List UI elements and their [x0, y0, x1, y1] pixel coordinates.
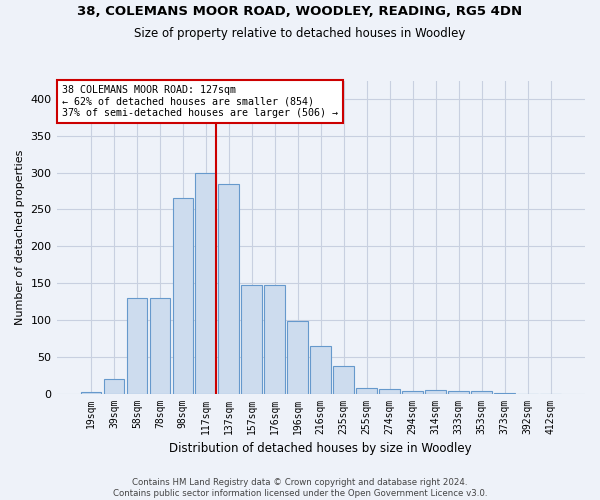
Bar	[287, 322, 308, 394]
Y-axis label: Number of detached properties: Number of detached properties	[15, 150, 25, 324]
Bar	[196, 172, 216, 394]
Bar	[310, 346, 331, 394]
Bar	[149, 298, 170, 394]
Text: Contains HM Land Registry data © Crown copyright and database right 2024.
Contai: Contains HM Land Registry data © Crown c…	[113, 478, 487, 498]
Bar	[80, 392, 101, 394]
Text: 38, COLEMANS MOOR ROAD, WOODLEY, READING, RG5 4DN: 38, COLEMANS MOOR ROAD, WOODLEY, READING…	[77, 5, 523, 18]
Text: Size of property relative to detached houses in Woodley: Size of property relative to detached ho…	[134, 28, 466, 40]
Bar	[334, 366, 354, 394]
Bar	[173, 198, 193, 394]
Bar	[104, 379, 124, 394]
Bar	[472, 392, 492, 394]
X-axis label: Distribution of detached houses by size in Woodley: Distribution of detached houses by size …	[169, 442, 472, 455]
Bar	[265, 286, 285, 394]
Bar	[379, 389, 400, 394]
Bar	[425, 390, 446, 394]
Bar	[448, 390, 469, 394]
Bar	[241, 286, 262, 394]
Bar	[127, 298, 147, 394]
Bar	[403, 390, 423, 394]
Bar	[218, 184, 239, 394]
Bar	[356, 388, 377, 394]
Text: 38 COLEMANS MOOR ROAD: 127sqm
← 62% of detached houses are smaller (854)
37% of : 38 COLEMANS MOOR ROAD: 127sqm ← 62% of d…	[62, 85, 338, 118]
Bar	[494, 393, 515, 394]
